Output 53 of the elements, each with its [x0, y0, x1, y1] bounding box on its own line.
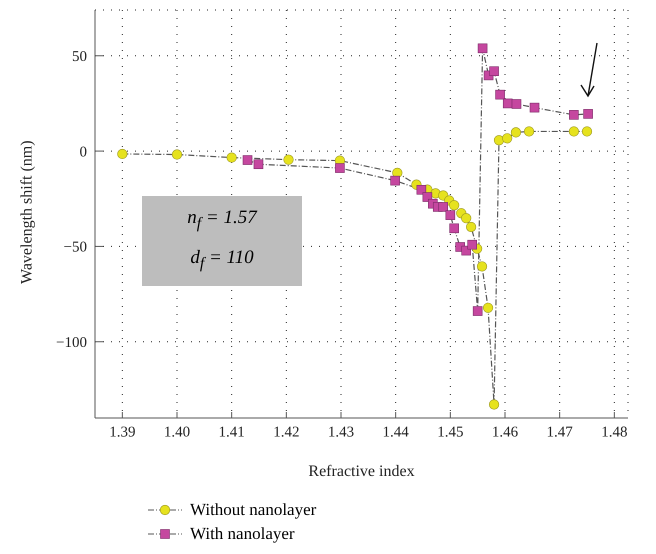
y-tick-label: −50 — [64, 240, 87, 256]
legend-label: Without nanolayer — [190, 500, 316, 520]
y-axis-title: Wavelength shift (nm) — [18, 140, 36, 284]
point — [335, 163, 345, 173]
point — [488, 399, 500, 410]
point — [467, 240, 477, 250]
point — [466, 222, 476, 232]
x-tick-label: 1.45 — [437, 424, 464, 441]
point — [512, 99, 522, 109]
y-tick-label: −100 — [56, 335, 87, 352]
point — [117, 148, 128, 160]
point — [569, 110, 579, 120]
point — [461, 213, 472, 224]
y-tick-label: 0 — [80, 144, 87, 160]
point — [254, 159, 264, 170]
annotation: n$_{f}$ = 1.57 — [187, 206, 257, 234]
point — [449, 200, 460, 210]
x-tick-label: 1.44 — [382, 424, 410, 441]
x-tick-label: 1.46 — [492, 424, 519, 441]
x-tick-label: 1.43 — [328, 424, 354, 441]
point — [502, 133, 512, 144]
point — [449, 224, 459, 234]
point — [242, 155, 252, 165]
point — [530, 102, 540, 112]
x-tick-label: 1.48 — [601, 424, 628, 441]
point — [495, 90, 505, 100]
point — [172, 149, 182, 160]
point — [438, 202, 448, 212]
note-box: n$_{f}$ = 1.57 d$_{f}$ = 110 — [142, 196, 302, 286]
point — [390, 176, 400, 186]
point — [446, 210, 456, 220]
point — [583, 109, 593, 119]
x-tick-label: 1.40 — [164, 424, 190, 441]
point — [582, 126, 592, 137]
y-tick-label: 50 — [72, 49, 87, 66]
point — [489, 66, 499, 76]
legend-label: With nanolayer — [190, 524, 295, 544]
point — [494, 135, 504, 146]
point — [482, 302, 494, 313]
annotation: d$_{f}$ = 110 — [190, 246, 254, 274]
point — [226, 152, 237, 163]
x-tick-label: 1.42 — [273, 424, 300, 441]
point — [476, 261, 488, 272]
x-tick-label: 1.39 — [109, 424, 136, 441]
point — [568, 126, 579, 137]
x-tick-label: 1.41 — [218, 424, 245, 441]
x-axis-title: Refractive index — [308, 463, 415, 480]
x-tick-label: 1.47 — [546, 424, 574, 441]
point — [283, 154, 294, 165]
point — [524, 126, 534, 137]
point — [478, 44, 488, 54]
point — [472, 306, 482, 316]
point — [510, 127, 522, 138]
